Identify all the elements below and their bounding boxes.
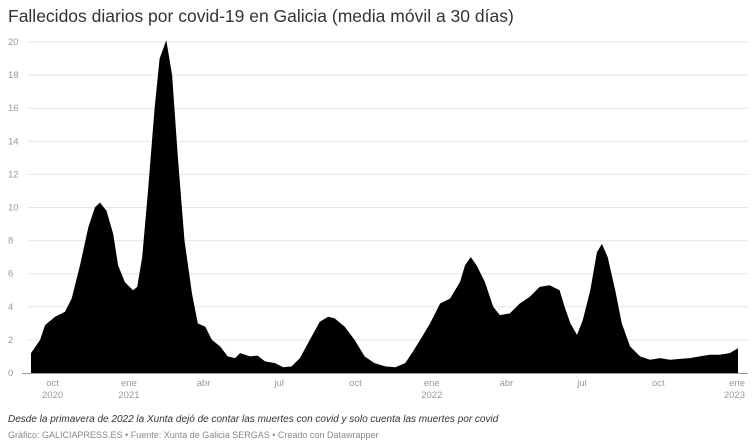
area-series bbox=[31, 40, 738, 374]
x-tick-year: 2021 bbox=[118, 390, 139, 401]
y-tick-label: 6 bbox=[8, 269, 13, 280]
x-tick-year: 2020 bbox=[42, 390, 63, 401]
x-tick-label: jul bbox=[273, 378, 284, 389]
x-tick-year: 2022 bbox=[421, 390, 442, 401]
x-tick-year: 2023 bbox=[724, 390, 745, 401]
x-tick-label: ene bbox=[424, 378, 440, 389]
x-tick-label: jul bbox=[576, 378, 587, 389]
x-tick-label: ene bbox=[729, 378, 745, 389]
y-tick-label: 2 bbox=[8, 335, 13, 346]
y-tick-label: 16 bbox=[8, 103, 19, 114]
y-tick-label: 12 bbox=[8, 169, 19, 180]
x-tick-label: abr bbox=[500, 378, 514, 389]
y-tick-label: 18 bbox=[8, 70, 19, 81]
x-tick-label: oct bbox=[652, 378, 665, 389]
y-tick-label: 20 bbox=[8, 37, 19, 48]
x-tick-label: ene bbox=[121, 378, 137, 389]
x-tick-label: abr bbox=[197, 378, 211, 389]
y-tick-label: 8 bbox=[8, 236, 13, 247]
y-tick-label: 4 bbox=[8, 302, 13, 313]
chart-note: Desde la primavera de 2022 la Xunta dejó… bbox=[8, 414, 499, 425]
x-tick-label: oct bbox=[46, 378, 59, 389]
y-tick-label: 14 bbox=[8, 136, 19, 147]
x-tick-label: oct bbox=[349, 378, 362, 389]
y-tick-label: 0 bbox=[8, 368, 13, 379]
chart-title: Fallecidos diarios por covid-19 en Galic… bbox=[8, 6, 514, 26]
y-tick-label: 10 bbox=[8, 203, 19, 214]
area-fill bbox=[31, 40, 738, 374]
chart-source: Gráfico: GALICIAPRESS.ES • Fuente: Xunta… bbox=[8, 430, 379, 440]
